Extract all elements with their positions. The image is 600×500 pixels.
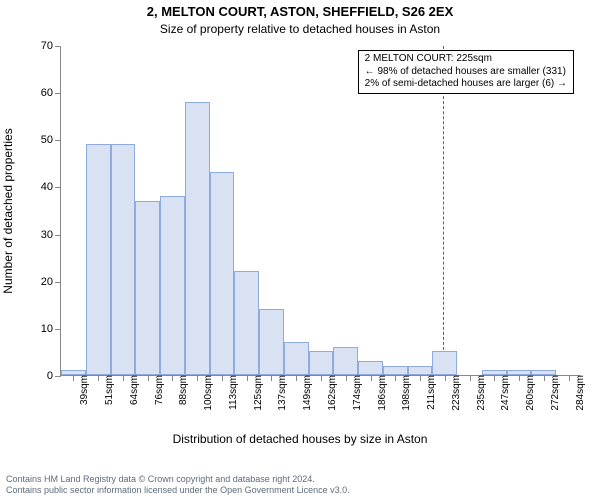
annotation-line: 2% of semi-detached houses are larger (6…	[365, 78, 567, 91]
y-axis-label: Number of detached properties	[1, 128, 15, 293]
x-tick	[197, 375, 198, 381]
histogram-bar	[111, 144, 136, 375]
x-tick	[73, 375, 74, 381]
y-tick-label: 20	[41, 276, 61, 288]
subtitle: Size of property relative to detached ho…	[0, 22, 600, 36]
x-tick-label: 149sqm	[300, 375, 313, 411]
histogram-plot: 2 MELTON COURT: 225sqm ← 98% of detached…	[60, 46, 580, 376]
x-tick-label: 137sqm	[275, 375, 288, 411]
x-axis-label: Distribution of detached houses by size …	[0, 432, 600, 446]
x-tick-label: 198sqm	[399, 375, 412, 411]
x-tick-label: 247sqm	[498, 375, 511, 411]
annotation-line: 2 MELTON COURT: 225sqm	[365, 53, 567, 66]
x-tick-label: 100sqm	[201, 375, 214, 411]
x-tick-label: 174sqm	[350, 375, 363, 411]
x-tick	[519, 375, 520, 381]
histogram-bar	[259, 309, 284, 375]
x-tick-label: 64sqm	[127, 375, 140, 405]
x-tick	[321, 375, 322, 381]
histogram-bar	[408, 366, 433, 375]
footer-line: Contains HM Land Registry data © Crown c…	[6, 474, 350, 485]
x-tick-label: 39sqm	[77, 375, 90, 405]
x-tick-label: 51sqm	[102, 375, 115, 405]
x-tick-label: 235sqm	[474, 375, 487, 411]
y-tick-label: 50	[41, 134, 61, 146]
x-tick-label: 223sqm	[449, 375, 462, 411]
reference-line	[443, 46, 444, 375]
x-tick-label: 162sqm	[325, 375, 338, 411]
x-tick	[420, 375, 421, 381]
x-tick	[98, 375, 99, 381]
page-title: 2, MELTON COURT, ASTON, SHEFFIELD, S26 2…	[0, 4, 600, 19]
histogram-bar	[383, 366, 408, 375]
x-tick	[544, 375, 545, 381]
y-tick-label: 30	[41, 229, 61, 241]
x-tick-label: 88sqm	[176, 375, 189, 405]
x-tick	[148, 375, 149, 381]
x-tick	[395, 375, 396, 381]
x-tick	[222, 375, 223, 381]
y-tick-label: 70	[41, 40, 61, 52]
x-tick-label: 113sqm	[226, 375, 239, 410]
x-tick	[172, 375, 173, 381]
x-tick-label: 125sqm	[251, 375, 264, 411]
x-tick-label: 211sqm	[424, 375, 437, 410]
footer: Contains HM Land Registry data © Crown c…	[0, 470, 356, 500]
histogram-bar	[284, 342, 309, 375]
x-tick	[569, 375, 570, 381]
x-tick-label: 260sqm	[523, 375, 536, 411]
histogram-bar	[358, 361, 383, 375]
x-tick	[470, 375, 471, 381]
histogram-bar	[309, 351, 334, 375]
x-tick	[494, 375, 495, 381]
y-tick-label: 10	[41, 323, 61, 335]
annotation-box: 2 MELTON COURT: 225sqm ← 98% of detached…	[358, 50, 574, 94]
histogram-bar	[86, 144, 111, 375]
histogram-bar	[135, 201, 160, 375]
x-tick	[123, 375, 124, 381]
x-tick-label: 76sqm	[152, 375, 165, 405]
x-tick	[271, 375, 272, 381]
annotation-line: ← 98% of detached houses are smaller (33…	[365, 66, 567, 79]
x-tick	[296, 375, 297, 381]
histogram-bar	[160, 196, 185, 375]
x-tick-label: 186sqm	[375, 375, 388, 411]
histogram-bar	[234, 271, 259, 375]
x-tick	[445, 375, 446, 381]
histogram-bar	[185, 102, 210, 375]
y-tick-label: 60	[41, 87, 61, 99]
y-tick-label: 40	[41, 181, 61, 193]
histogram-bar	[333, 347, 358, 375]
histogram-bar	[432, 351, 457, 375]
histogram-bar	[210, 172, 235, 375]
footer-line: Contains public sector information licen…	[6, 485, 350, 496]
x-tick	[346, 375, 347, 381]
y-tick-label: 0	[47, 370, 61, 382]
x-tick	[371, 375, 372, 381]
x-tick-label: 284sqm	[573, 375, 586, 411]
x-tick	[247, 375, 248, 381]
x-tick-label: 272sqm	[548, 375, 561, 411]
